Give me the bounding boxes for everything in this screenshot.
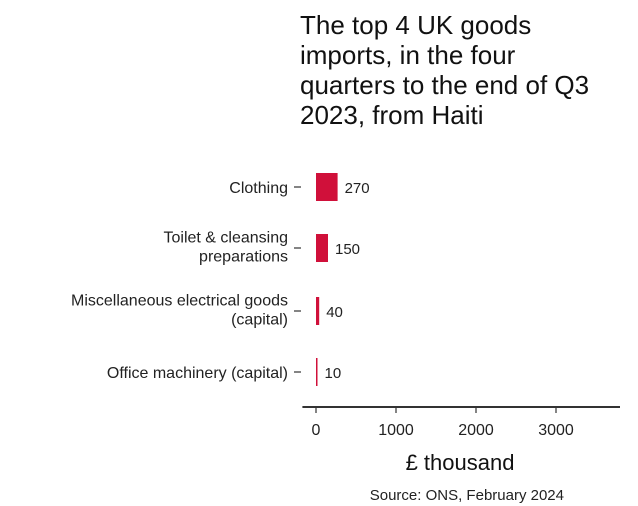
category-label: Clothing — [229, 180, 288, 197]
category-label: preparations — [199, 249, 288, 266]
x-tick-label: 0 — [312, 422, 321, 439]
category-label: Office machinery (capital) — [107, 365, 288, 382]
bar-value-label: 10 — [325, 365, 342, 382]
bar-value-label: 270 — [345, 180, 370, 197]
x-axis-title: £ thousand — [406, 450, 515, 475]
chart-title-line: 2023, from Haiti — [300, 100, 484, 130]
bar — [316, 297, 320, 325]
x-tick-label: 2000 — [458, 422, 494, 439]
bar — [316, 358, 318, 386]
chart-title-line: The top 4 UK goods — [300, 10, 532, 40]
source-note: Source: ONS, February 2024 — [370, 487, 564, 504]
category-label: Toilet & cleansing — [163, 230, 288, 247]
x-tick-label: 1000 — [378, 422, 414, 439]
bar — [316, 234, 328, 262]
x-tick-label: 3000 — [538, 422, 574, 439]
chart-title-line: imports, in the four — [300, 40, 516, 70]
bar — [316, 173, 338, 201]
category-label: Miscellaneous electrical goods — [71, 293, 288, 310]
bar-value-label: 150 — [335, 241, 360, 258]
chart-title-line: quarters to the end of Q3 — [300, 70, 590, 100]
chart-title: The top 4 UK goods imports, in the four … — [300, 10, 630, 130]
bar-value-label: 40 — [326, 304, 343, 321]
category-label: (capital) — [231, 312, 288, 329]
